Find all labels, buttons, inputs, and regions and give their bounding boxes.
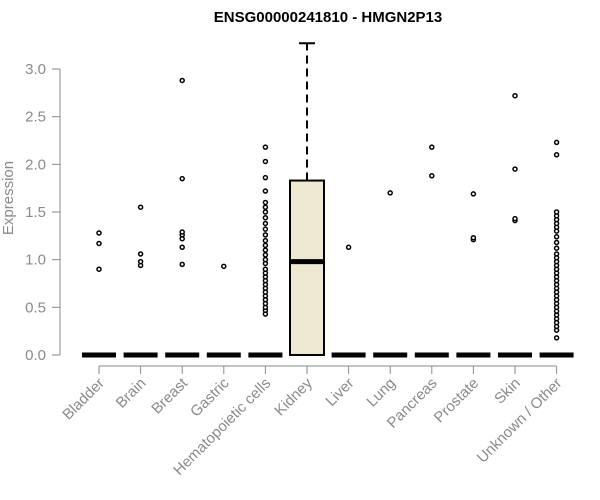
outlier-point (387, 190, 393, 196)
box-group (165, 77, 200, 358)
outlier-point (553, 245, 560, 251)
outlier-point (179, 229, 185, 235)
outlier-point (553, 152, 560, 158)
outlier-point (262, 232, 269, 238)
x-tick-label: Liver (322, 375, 357, 410)
outlier-point (96, 230, 102, 236)
outlier-point (262, 220, 269, 227)
y-tick-label: 0.5 (25, 299, 46, 316)
outlier-point (262, 174, 269, 181)
outlier-point (262, 252, 269, 258)
outlier-point (470, 234, 477, 241)
outlier-point (262, 204, 269, 210)
outlier-point (512, 166, 518, 172)
outlier-point (262, 214, 269, 221)
y-axis: 0.0 0.5 1.0 1.5 2.0 2.5 3.0 (25, 61, 61, 364)
outlier-point (429, 173, 435, 179)
outlier-point (553, 251, 560, 257)
outlier-point (137, 204, 144, 210)
outlier-point (553, 209, 560, 215)
outlier-point (262, 209, 269, 215)
x-tick-label: Breast (148, 374, 191, 417)
box-group (206, 263, 241, 358)
x-tick-label: Bladder (59, 375, 108, 424)
outlier-point (179, 244, 185, 251)
outlier-point (262, 199, 269, 206)
outlier-point (96, 240, 102, 247)
outlier-point (96, 266, 102, 272)
plot-area (82, 42, 574, 358)
outlier-point (553, 234, 560, 240)
y-axis-label: Expression (0, 161, 17, 235)
outlier-point (179, 261, 185, 268)
y-tick-label: 0.0 (25, 347, 46, 364)
box-group (289, 42, 325, 356)
x-tick-label: Brain (113, 375, 150, 412)
outlier-point (221, 263, 227, 270)
box-group (331, 244, 366, 358)
outlier-point (429, 144, 435, 150)
outlier-point (137, 258, 144, 265)
x-tick-label: Prostate (431, 375, 483, 427)
box-group (248, 144, 283, 358)
outlier-point (553, 139, 560, 146)
box-group (414, 144, 449, 358)
x-tick-label: Lung (363, 375, 399, 411)
outlier-point (262, 144, 269, 150)
box-group (456, 191, 491, 358)
outlier-point (262, 188, 269, 194)
y-tick-label: 1.0 (25, 252, 46, 269)
outlier-point (512, 215, 518, 222)
chart-title: ENSG00000241810 - HMGN2P13 (214, 9, 442, 26)
outlier-point (553, 239, 560, 246)
outlier-point (262, 266, 269, 272)
outlier-point (345, 244, 352, 251)
box-group (82, 230, 116, 358)
box (289, 179, 325, 356)
outlier-point (179, 77, 185, 84)
box-group (123, 204, 158, 358)
x-tick-label: Kidney (271, 374, 316, 419)
outlier-point (262, 242, 269, 249)
box-group (373, 190, 408, 358)
outlier-point (262, 237, 269, 244)
outlier-point (262, 226, 269, 232)
box-group (498, 92, 532, 358)
outlier-point (179, 175, 185, 182)
y-tick-label: 1.5 (25, 204, 46, 221)
outlier-point (262, 256, 269, 263)
outlier-point (137, 251, 144, 257)
y-tick-label: 3.0 (25, 61, 46, 78)
outlier-point (553, 335, 560, 341)
outlier-point (470, 191, 477, 197)
x-tick-label: Skin (491, 375, 524, 408)
y-tick-label: 2.0 (25, 156, 46, 173)
box-group (539, 139, 574, 358)
outlier-point (262, 158, 269, 165)
y-tick-label: 2.5 (25, 109, 46, 126)
outlier-point (262, 247, 269, 253)
outlier-point (512, 92, 518, 99)
